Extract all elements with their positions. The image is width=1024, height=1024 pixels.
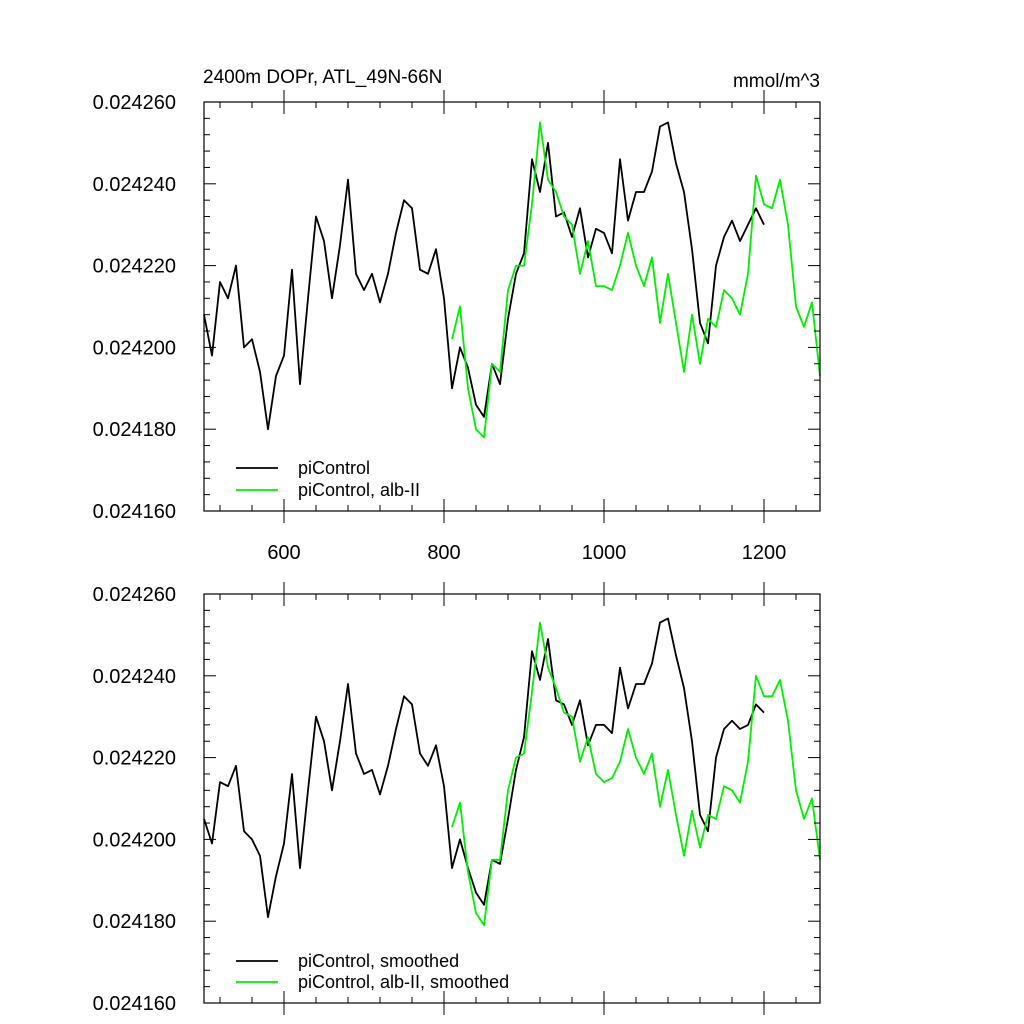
y-tick-label: 0.024240 bbox=[93, 666, 176, 688]
legend-label: piControl bbox=[298, 458, 370, 478]
legend-label: piControl, smoothed bbox=[298, 951, 459, 971]
y-tick-label: 0.024260 bbox=[93, 92, 176, 114]
legend-label: piControl, alb-II bbox=[298, 480, 420, 500]
series-line-picontrol bbox=[203, 121, 765, 431]
plot-frame bbox=[203, 593, 821, 1004]
plot-frame bbox=[203, 101, 821, 512]
series-line-alb-ii bbox=[451, 121, 821, 439]
panel-title: 2400m DOPr, ATL_49N-66N bbox=[203, 67, 442, 88]
y-tick-label: 0.024160 bbox=[93, 501, 176, 523]
y-tick-label: 0.024160 bbox=[93, 993, 176, 1015]
x-tick-label: 1200 bbox=[742, 542, 787, 564]
series-line-picontrol bbox=[203, 617, 765, 918]
y-tick-label: 0.024220 bbox=[93, 748, 176, 770]
series-line-alb-ii bbox=[451, 621, 821, 927]
y-tick-label: 0.024180 bbox=[93, 911, 176, 933]
y-tick-label: 0.024220 bbox=[93, 256, 176, 278]
y-tick-label: 0.024260 bbox=[93, 584, 176, 606]
x-tick-label: 800 bbox=[427, 542, 460, 564]
y-tick-label: 0.024200 bbox=[93, 829, 176, 851]
top-panel: 2400m DOPr, ATL_49N-66N mmol/m^3 0.02416… bbox=[93, 67, 821, 564]
legend-label: piControl, alb-II, smoothed bbox=[298, 972, 509, 992]
x-tick-label: 600 bbox=[267, 542, 300, 564]
bottom-panel: 0.024160 0.024180 0.024200 0.024220 0.024240… bbox=[93, 582, 821, 1015]
y-tick-label: 0.024200 bbox=[93, 337, 176, 359]
y-tick-label: 0.024240 bbox=[93, 174, 176, 196]
x-tick-label: 1000 bbox=[582, 542, 627, 564]
units-label: mmol/m^3 bbox=[733, 71, 820, 92]
y-tick-label: 0.024180 bbox=[93, 419, 176, 441]
